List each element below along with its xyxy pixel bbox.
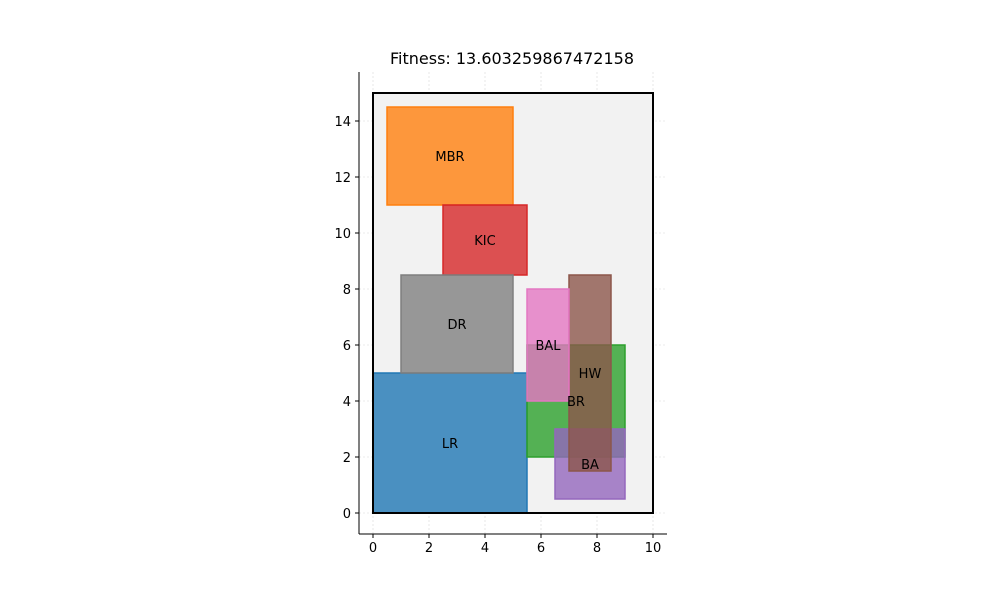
x-tick-label: 2 (425, 541, 433, 556)
rooms: LR MBR BR KIC BA HW BAL DR (372, 106, 626, 514)
room-label-dr: DR (447, 318, 466, 333)
room-mbr (386, 106, 514, 206)
y-tick-label: 6 (343, 339, 351, 354)
y-tick-label: 2 (343, 451, 351, 466)
room-hw (568, 274, 612, 472)
x-tick-label: 6 (537, 541, 545, 556)
chart-title: Fitness: 13.603259867472158 (390, 49, 634, 68)
room-dr (400, 274, 514, 374)
y-tick-label: 10 (334, 227, 351, 242)
room-bal (526, 288, 570, 402)
room-label-bal: BAL (535, 339, 561, 354)
y-tick-label: 12 (334, 171, 351, 186)
x-tick-label: 4 (481, 541, 489, 556)
axes: 0 2 4 6 8 10 0 2 4 6 8 10 12 14 (334, 72, 667, 556)
room-label-hw: HW (579, 367, 602, 382)
y-tick-label: 4 (343, 395, 351, 410)
boundary-outline (372, 92, 654, 514)
room-label-lr: LR (442, 437, 458, 452)
y-tick-label: 0 (343, 507, 351, 522)
room-lr (372, 372, 528, 514)
x-tick-label: 0 (369, 541, 377, 556)
room-label-br: BR (567, 395, 585, 410)
room-label-kic: KIC (474, 234, 495, 249)
y-tick-label: 8 (343, 283, 351, 298)
room-label-mbr: MBR (435, 150, 464, 165)
room-kic (442, 204, 528, 276)
x-tick-label: 8 (593, 541, 601, 556)
x-tick-label: 10 (645, 541, 662, 556)
room-label-ba: BA (581, 458, 599, 473)
y-tick-label: 14 (334, 115, 351, 130)
